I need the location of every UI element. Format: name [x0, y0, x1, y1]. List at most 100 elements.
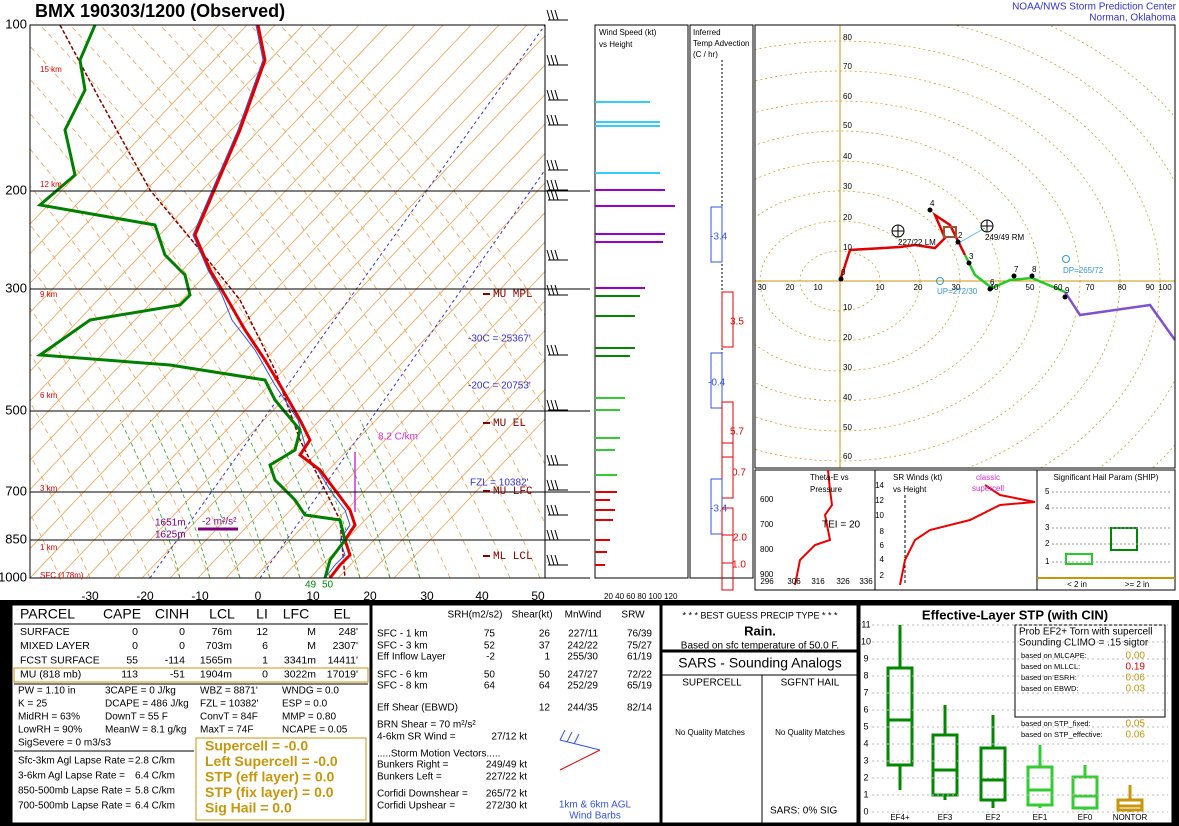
advection-value: 1.0 [732, 560, 746, 571]
isotherm [30, 25, 500, 520]
index: FZL = 10382' [200, 699, 259, 710]
label: based on EBWD: [1021, 684, 1079, 693]
dry-adiabat [129, 25, 511, 578]
dry-adiabat [99, 25, 481, 578]
composite-index: Sig Hail = 0.0 [205, 800, 292, 816]
annotation: FZL = 10382' [470, 478, 529, 489]
ring-label: 30 [952, 283, 961, 292]
hodo-point [1062, 294, 1068, 300]
label: 326 [836, 577, 850, 586]
sars-panel [661, 651, 858, 824]
label: 227/22 kt [486, 772, 527, 783]
table-cell: 255/30 [567, 652, 598, 663]
barb-flag [554, 179, 559, 191]
composite-index: STP (fix layer) = 0.0 [205, 784, 334, 800]
label: 316 [811, 577, 825, 586]
isotherm [30, 34, 545, 578]
barb-flag [546, 529, 551, 541]
index: 3CAPE = 0 J/kg [105, 686, 176, 697]
table-header: LCL [209, 606, 235, 622]
index: WBZ = 8871' [200, 686, 258, 697]
label: vs Height [599, 40, 633, 49]
label: 265/72 kt [486, 789, 527, 800]
wind-barb [546, 249, 568, 261]
table-cell: 82/14 [627, 703, 652, 714]
label: Based on sfc temperature of 50.0 F. [681, 641, 839, 652]
table-cell: 248' [338, 626, 358, 638]
tei: TEI = 20 [822, 520, 861, 531]
table-cell: M [307, 626, 316, 638]
label: based on MLCAPE: [1021, 651, 1087, 660]
barb-flag [550, 399, 555, 411]
advection-box [710, 352, 723, 409]
sr-trace [899, 484, 1036, 586]
pressure-label: 850 [5, 531, 27, 546]
label: 4-6km SR Wind = [377, 732, 456, 743]
table-cell: M [307, 640, 316, 652]
ring-label: 20 [786, 283, 795, 292]
height-label: 9 km [40, 290, 58, 299]
label: Corfidi Downshear = [377, 789, 468, 800]
label: 12 [875, 496, 884, 505]
table-cell: 703m [206, 640, 233, 652]
isotherm [85, 93, 545, 578]
temp-label: -10 [191, 589, 209, 603]
wind-barb [546, 89, 568, 101]
barb-flag [550, 284, 555, 296]
ship-frame [1036, 469, 1176, 591]
isotherm [30, 25, 248, 255]
barb-flag [550, 189, 555, 201]
table-cell: 6 [262, 640, 268, 652]
dry-adiabat [309, 25, 545, 317]
ring-label: 60 [843, 452, 852, 461]
table-cell: 55 [126, 654, 138, 666]
dry-adiabat [30, 112, 331, 578]
table-cell: SFC - 3 km [377, 641, 428, 652]
table-cell: 227/11 [568, 629, 598, 640]
hodograph [755, 25, 1175, 468]
annotation: ML LCL [493, 551, 533, 563]
table-cell: 61/19 [627, 652, 652, 663]
isotherm [30, 25, 304, 314]
ring-label: 20 [843, 333, 852, 342]
hodo-point [1029, 273, 1035, 279]
barb-flag [550, 114, 555, 126]
theta-e-trace [794, 469, 834, 586]
height-label: 3 km [40, 484, 58, 493]
label: 3-6km Agl Lapse Rate = [18, 771, 125, 782]
index: DownT = 55 F [105, 712, 168, 723]
table-cell: 50 [539, 670, 551, 681]
advection-value: 2.0 [733, 533, 747, 544]
hodo-trace [838, 211, 967, 282]
stp-legend [1014, 624, 1166, 718]
ring-label: 40 [843, 152, 852, 161]
advection-value: 5.7 [730, 427, 744, 438]
table-cell: 76m [212, 626, 233, 638]
table-cell: FCST SURFACE [20, 654, 100, 666]
barb-flag [546, 504, 551, 516]
barb-flag [546, 284, 551, 296]
barb-flag [546, 114, 551, 126]
advection-box [721, 401, 734, 458]
table-header: CAPE [103, 606, 141, 622]
label: 8 [880, 527, 885, 536]
label: BRN Shear = 70 m²/s² [377, 720, 476, 731]
label: 8 [863, 670, 868, 680]
barb-icon [559, 729, 601, 771]
moist-adiabat [359, 419, 421, 578]
axis-label: 20 40 60 80 100 120 [604, 592, 678, 601]
precip-panel [661, 604, 858, 651]
label: 900 [760, 570, 774, 579]
hodo-annotation: UP=272/30 [937, 287, 978, 296]
barb-flag [554, 504, 559, 516]
label: 1km & 6km AGL [559, 800, 632, 811]
table-cell: 64 [539, 681, 551, 692]
ring-label: 80 [843, 33, 852, 42]
label: >= 2 in [1125, 580, 1149, 589]
dry-adiabat [30, 78, 361, 578]
height-label: 6 km [40, 391, 58, 400]
label: 0.19 [1126, 662, 1146, 673]
label: .....Storm Motion Vectors..... [377, 749, 500, 760]
reference-line [149, 25, 545, 578]
annotation: MU LFC [493, 486, 533, 498]
